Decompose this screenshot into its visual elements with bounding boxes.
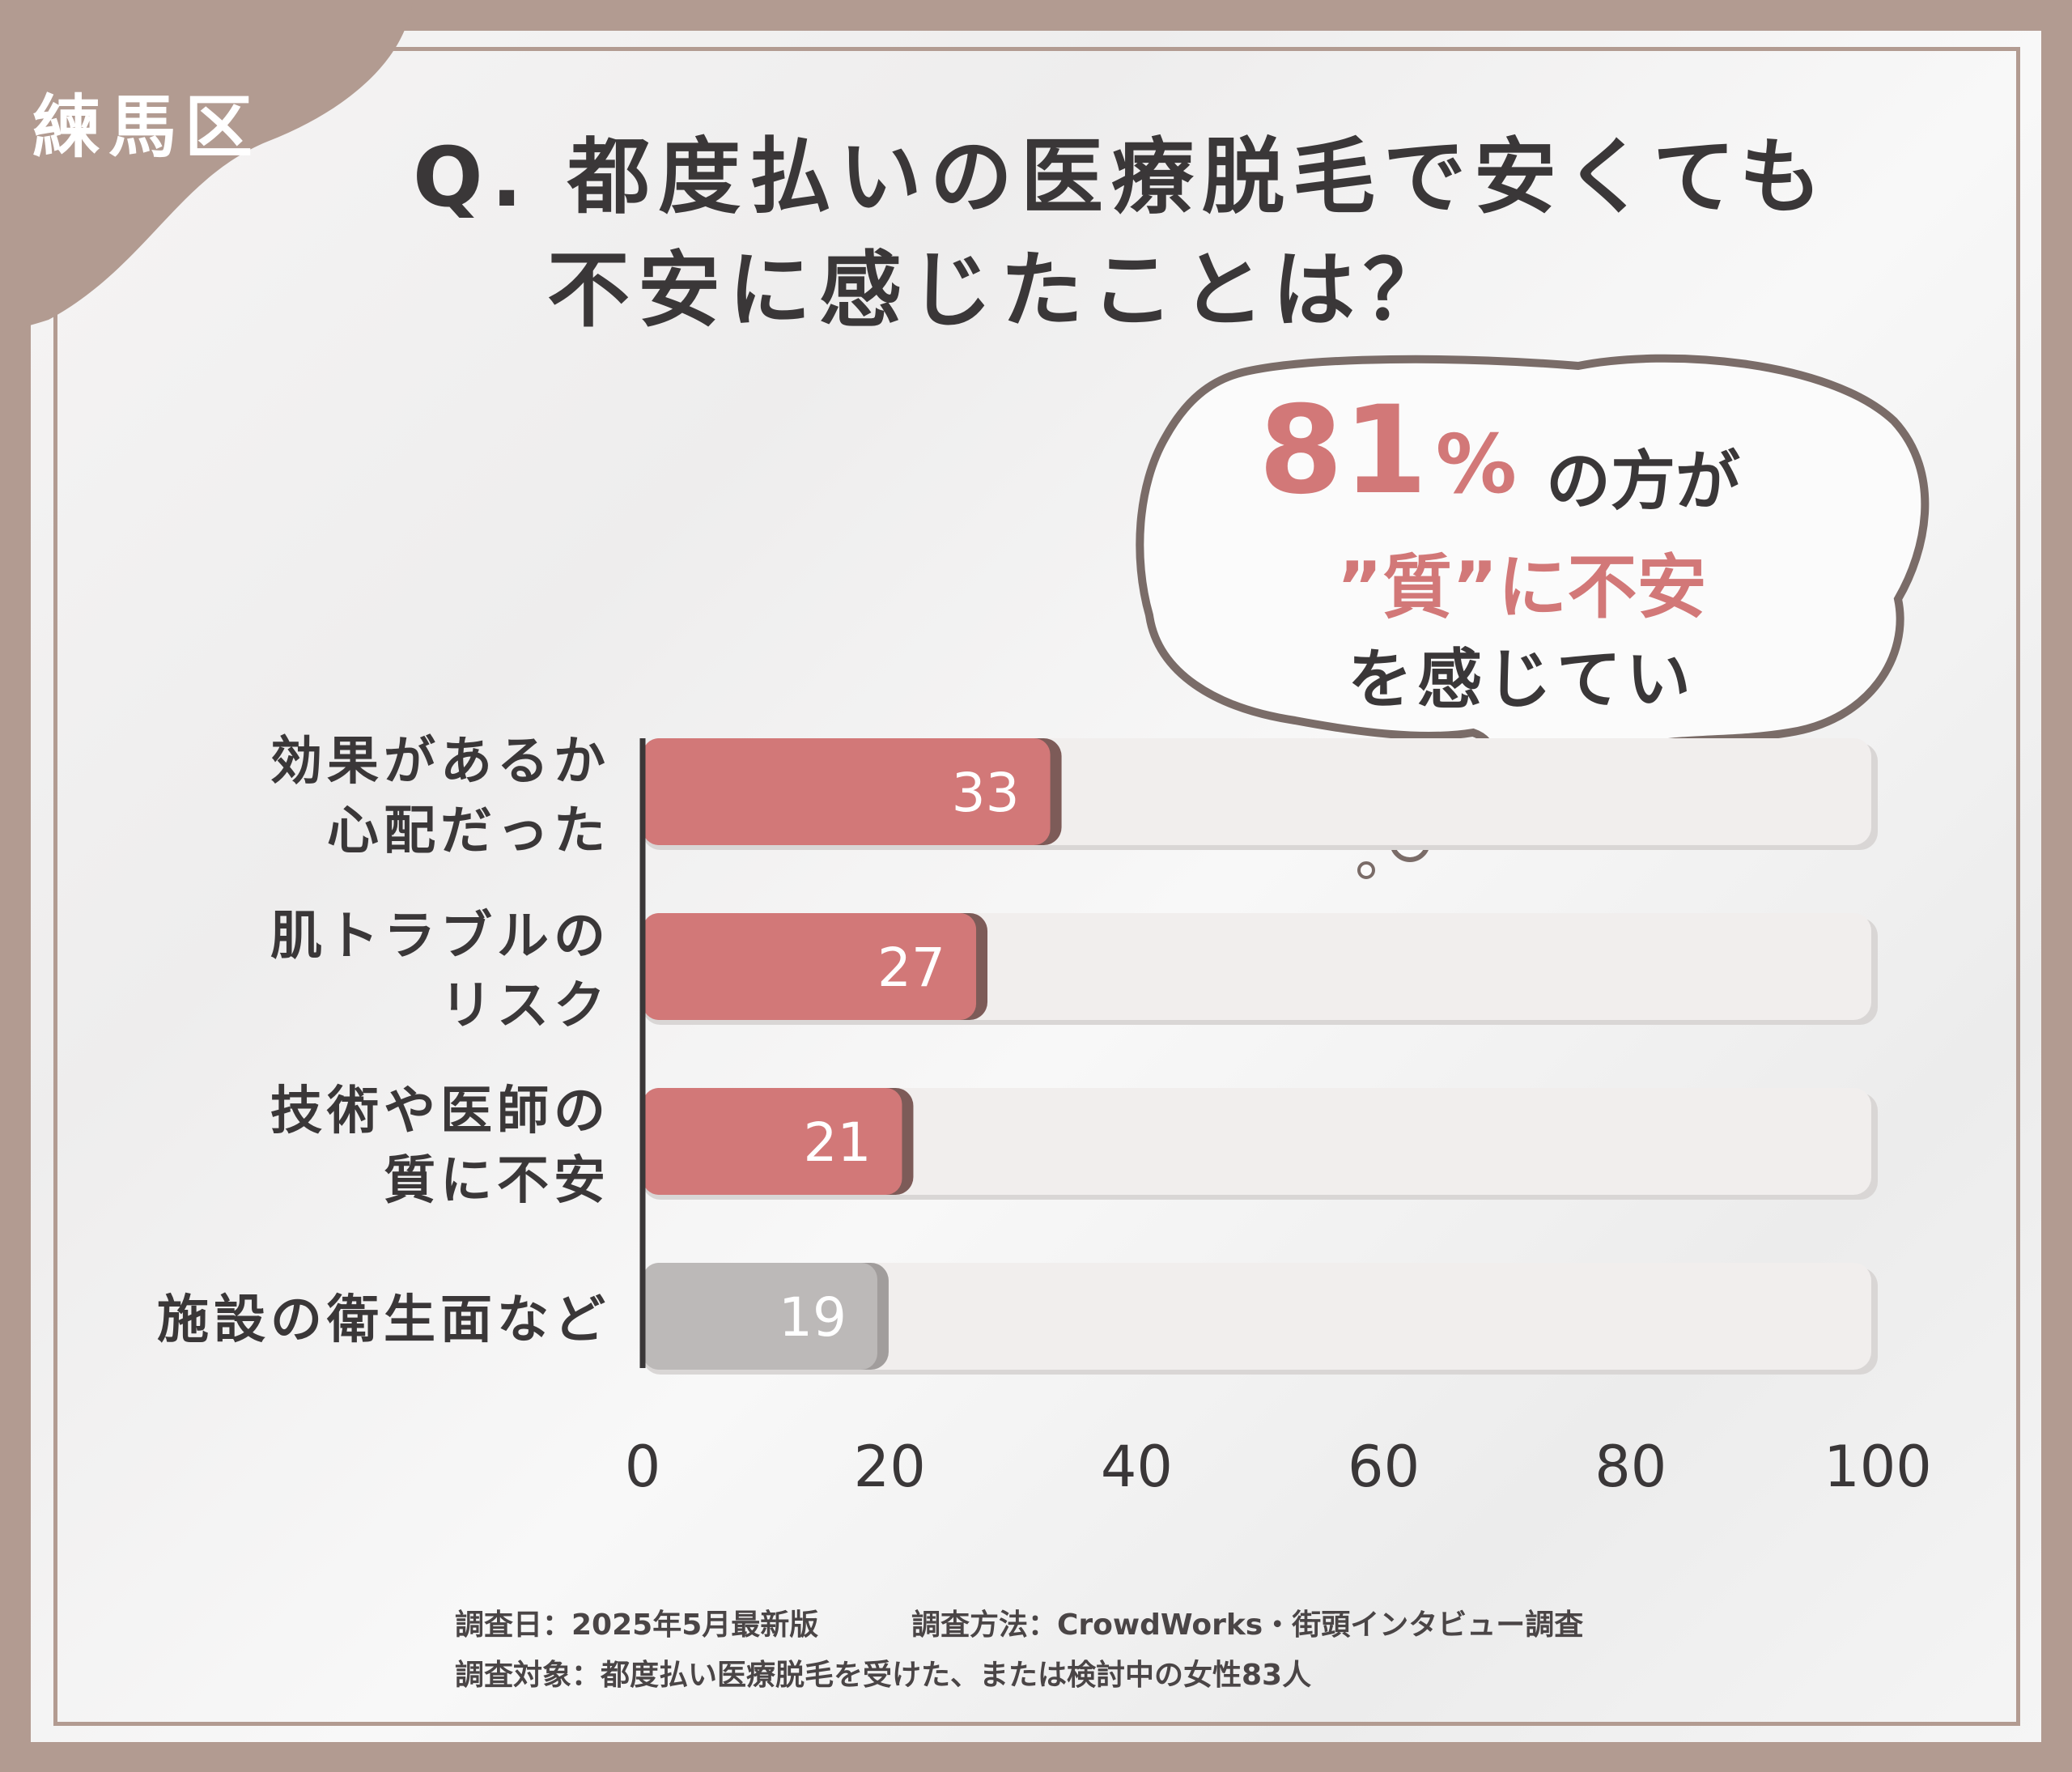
ward-label: 練馬区: [32, 87, 261, 167]
callout-line2: ”質”に不安: [1336, 547, 1707, 628]
bar: [643, 913, 977, 1020]
ward-corner-tab: [0, 0, 413, 332]
category-label-skill: 技術や医師の 質に不安: [270, 1081, 610, 1211]
footer-method: 調査方法：CrowdWorks・街頭インタビュー調査: [911, 1608, 1584, 1642]
question-title-line2: 不安に感じたことは？: [547, 243, 1454, 339]
category-label-skin: 肌トラブルの リスク: [270, 907, 610, 1036]
bar: [643, 1088, 902, 1195]
bar-value-label: 21: [803, 1111, 871, 1174]
question-title-line1: Q. 都度払いの医療脱毛で安くても: [413, 130, 1830, 226]
x-tick-label: 20: [854, 1434, 926, 1500]
x-tick-label: 0: [625, 1434, 661, 1500]
thought-dot-small: [1357, 861, 1375, 879]
x-tick-label: 40: [1101, 1434, 1173, 1500]
callout-percent: 81%: [1259, 380, 1517, 521]
question-title: Q. 都度払いの医療脱毛で安くても 不安に感じたことは？: [413, 121, 1951, 348]
category-label-effect: 効果があるか 心配だった: [270, 732, 610, 861]
bar-track: [643, 1088, 1871, 1195]
callout-line1: の方が: [1546, 444, 1740, 519]
x-tick-label: 60: [1348, 1434, 1420, 1500]
x-tick-label: 80: [1594, 1434, 1667, 1500]
bar-value-label: 19: [779, 1286, 847, 1349]
footer-target: 調査対象：都度払い医療脱毛を受けた、または検討中の女性83人: [455, 1659, 1312, 1692]
callout-percent-value: 81: [1259, 380, 1428, 521]
card-background: [31, 31, 2041, 1742]
category-label-hygiene: 施設の衛生面など: [157, 1290, 610, 1350]
bar-value-label: 33: [952, 762, 1020, 824]
bar-track: [643, 1263, 1871, 1370]
bar: [643, 738, 1051, 845]
x-tick-label: 100: [1824, 1434, 1932, 1500]
bar-value-label: 27: [877, 937, 945, 999]
callout-percent-sign: %: [1435, 417, 1517, 512]
footer-date: 調査日：2025年5月最新版: [455, 1608, 819, 1642]
bar: [643, 1263, 877, 1370]
